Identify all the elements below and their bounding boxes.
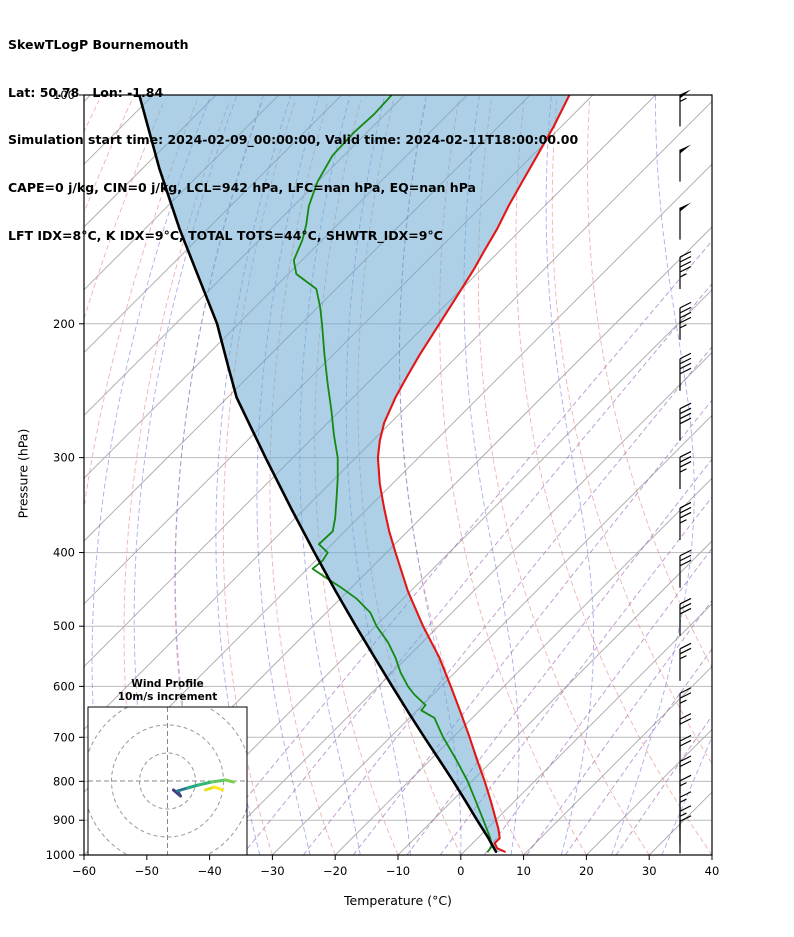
- y-tick-label: 600: [53, 679, 75, 693]
- isotherm-line: [523, 665, 712, 855]
- dry-adiabat-line: [84, 100, 165, 321]
- dewpoint-curve: [292, 95, 493, 853]
- wind-barb: [679, 352, 692, 391]
- dry-adiabat-line: [269, 100, 336, 855]
- x-tick-label: 20: [579, 864, 594, 878]
- wind-barbs: [679, 89, 692, 854]
- hodograph-trace-segment: [210, 778, 227, 784]
- wind-barb: [679, 451, 692, 490]
- hodograph-trace-segment: [176, 786, 189, 793]
- dry-adiabat-line: [551, 100, 712, 765]
- isotherm-line: [84, 95, 217, 228]
- dry-adiabat-line: [587, 100, 712, 669]
- wind-barb: [679, 144, 691, 182]
- dry-adiabat-line: [515, 100, 712, 855]
- x-tick-label: −40: [197, 864, 221, 878]
- hodograph-ring: [139, 752, 196, 810]
- isotherm-line: [146, 289, 712, 855]
- mixing-ratio-line: [199, 240, 712, 855]
- y-tick-label: 1000: [46, 848, 75, 862]
- x-axis-label: Temperature (°C): [344, 893, 452, 908]
- x-tick-label: 10: [516, 864, 531, 878]
- mixing-ratio-line: [406, 458, 712, 855]
- mixing-ratio-line: [483, 547, 712, 855]
- temperature-curve: [376, 95, 571, 853]
- hodograph-trace-segment: [213, 785, 224, 792]
- shaded-area: [139, 95, 570, 852]
- wind-barb: [679, 250, 692, 290]
- wind-barb: [679, 597, 692, 636]
- chart-title: SkewTLogP Bournemouth: [8, 36, 189, 52]
- x-tick-label: −50: [135, 864, 159, 878]
- wind-barb: [679, 805, 692, 844]
- y-tick-label: 500: [53, 619, 75, 633]
- wind-barb: [679, 815, 692, 854]
- isotherm-line: [711, 854, 712, 855]
- x-tick-label: −10: [386, 864, 410, 878]
- moist-adiabat-line: [711, 853, 712, 855]
- x-tick-label: −30: [260, 864, 284, 878]
- y-tick-label: 800: [53, 774, 75, 788]
- dry-adiabat-line: [477, 100, 650, 855]
- axis-ticks: −60 −50 −40 −30 −20 −10 0 10 20 30 40 100 200 300 400 5…: [46, 88, 720, 878]
- y-tick-label: 900: [53, 813, 75, 827]
- wind-barb: [679, 755, 692, 794]
- wind-barb: [679, 501, 692, 540]
- moist-adiabat-line: [256, 95, 320, 855]
- hodograph-title: Wind Profile 10m/s increment: [88, 678, 247, 704]
- mixing-ratio-line: [564, 648, 712, 855]
- y-tick-label: 100: [53, 88, 75, 102]
- y-tick-label: 700: [53, 730, 75, 744]
- parcel-curve: [138, 95, 498, 853]
- hodograph-title-line1: Wind Profile: [131, 678, 204, 690]
- isotherm-line: [397, 540, 712, 855]
- chart-times: Simulation start time: 2024-02-09_00:00:…: [8, 132, 579, 148]
- mixing-ratio-line: [241, 283, 712, 855]
- mixing-ratio-line: [526, 599, 712, 855]
- mixing-ratio-line: [302, 346, 712, 855]
- mixing-ratio-line: [615, 715, 712, 855]
- hodograph-title-line2: 10m/s increment: [117, 691, 218, 703]
- x-tick-label: 40: [705, 864, 720, 878]
- wind-barb: [679, 642, 692, 681]
- dry-adiabat-line: [439, 100, 587, 855]
- hodograph-trace-segment: [204, 785, 216, 792]
- x-tick-label: 0: [457, 864, 464, 878]
- hodograph-inset: [87, 706, 248, 856]
- wind-barb: [679, 549, 692, 588]
- wind-barb: [679, 202, 691, 240]
- hodograph-trace-segment: [186, 783, 200, 790]
- hodograph-trace-segment: [224, 778, 235, 784]
- isotherm-line: [209, 351, 712, 855]
- chart-cape-line: CAPE=0 j/kg, CIN=0 j/kg, LCL=942 hPa, LF…: [8, 179, 476, 195]
- moist-adiabat-line: [399, 95, 462, 855]
- chart-latlon: Lat: 50.78 Lon: -1.84: [8, 84, 164, 100]
- isotherm-line: [648, 791, 712, 855]
- x-tick-label: −20: [323, 864, 347, 878]
- dry-adiabat-line: [84, 100, 198, 855]
- y-axis-label: Pressure (hPa): [15, 428, 31, 519]
- wind-barb: [679, 402, 692, 441]
- moist-adiabat-line: [91, 95, 211, 855]
- x-tick-label: 30: [642, 864, 657, 878]
- x-tick-label: −60: [72, 864, 96, 878]
- y-tick-label: 200: [53, 317, 75, 331]
- chart-indices-line: LFT IDX=8°C, K IDX=9°C, TOTAL TOTS=44°C,…: [8, 227, 443, 243]
- y-tick-label: 400: [53, 546, 75, 560]
- isotherm-line: [84, 95, 280, 291]
- chart-header: SkewTLogP Bournemouth Lat: 50.78 Lon: -1…: [8, 5, 578, 275]
- y-tick-label: 300: [53, 451, 75, 465]
- wind-barb: [679, 301, 692, 340]
- mixing-ratio-lines: [199, 240, 712, 855]
- moist-adiabat-line: [545, 95, 595, 855]
- wind-barb: [679, 89, 691, 127]
- hodograph-trace-segment: [197, 780, 213, 787]
